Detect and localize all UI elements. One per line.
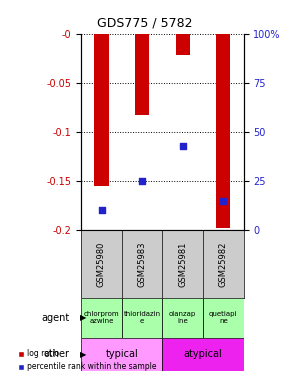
- Bar: [162, 298, 203, 338]
- Text: quetiapi
ne: quetiapi ne: [209, 311, 238, 324]
- Text: other: other: [44, 350, 70, 359]
- Text: ▶: ▶: [80, 350, 86, 359]
- Bar: [175, 34, 190, 56]
- Text: agent: agent: [41, 312, 70, 322]
- Text: thioridazin
e: thioridazin e: [124, 311, 161, 324]
- Text: olanzap
ine: olanzap ine: [169, 311, 196, 324]
- Text: typical: typical: [106, 350, 138, 359]
- Text: atypical: atypical: [184, 350, 222, 359]
- Bar: [81, 298, 122, 338]
- Text: GDS775 / 5782: GDS775 / 5782: [97, 17, 193, 30]
- Point: [99, 207, 104, 213]
- Legend: log ratio, percentile rank within the sample: log ratio, percentile rank within the sa…: [18, 350, 157, 371]
- Text: GSM25982: GSM25982: [219, 241, 228, 286]
- Bar: [216, 34, 230, 228]
- Bar: [81, 338, 162, 371]
- Point: [221, 198, 226, 204]
- Text: ▶: ▶: [80, 313, 86, 322]
- Point: [140, 178, 144, 184]
- Point: [180, 142, 185, 148]
- Bar: [122, 298, 162, 338]
- Text: GSM25980: GSM25980: [97, 241, 106, 286]
- Bar: [203, 298, 244, 338]
- Bar: [162, 338, 244, 371]
- Text: GSM25983: GSM25983: [137, 241, 147, 286]
- Text: GSM25981: GSM25981: [178, 241, 187, 286]
- Bar: [135, 34, 149, 115]
- Bar: [94, 34, 108, 186]
- Text: chlorprom
azwine: chlorprom azwine: [84, 311, 119, 324]
